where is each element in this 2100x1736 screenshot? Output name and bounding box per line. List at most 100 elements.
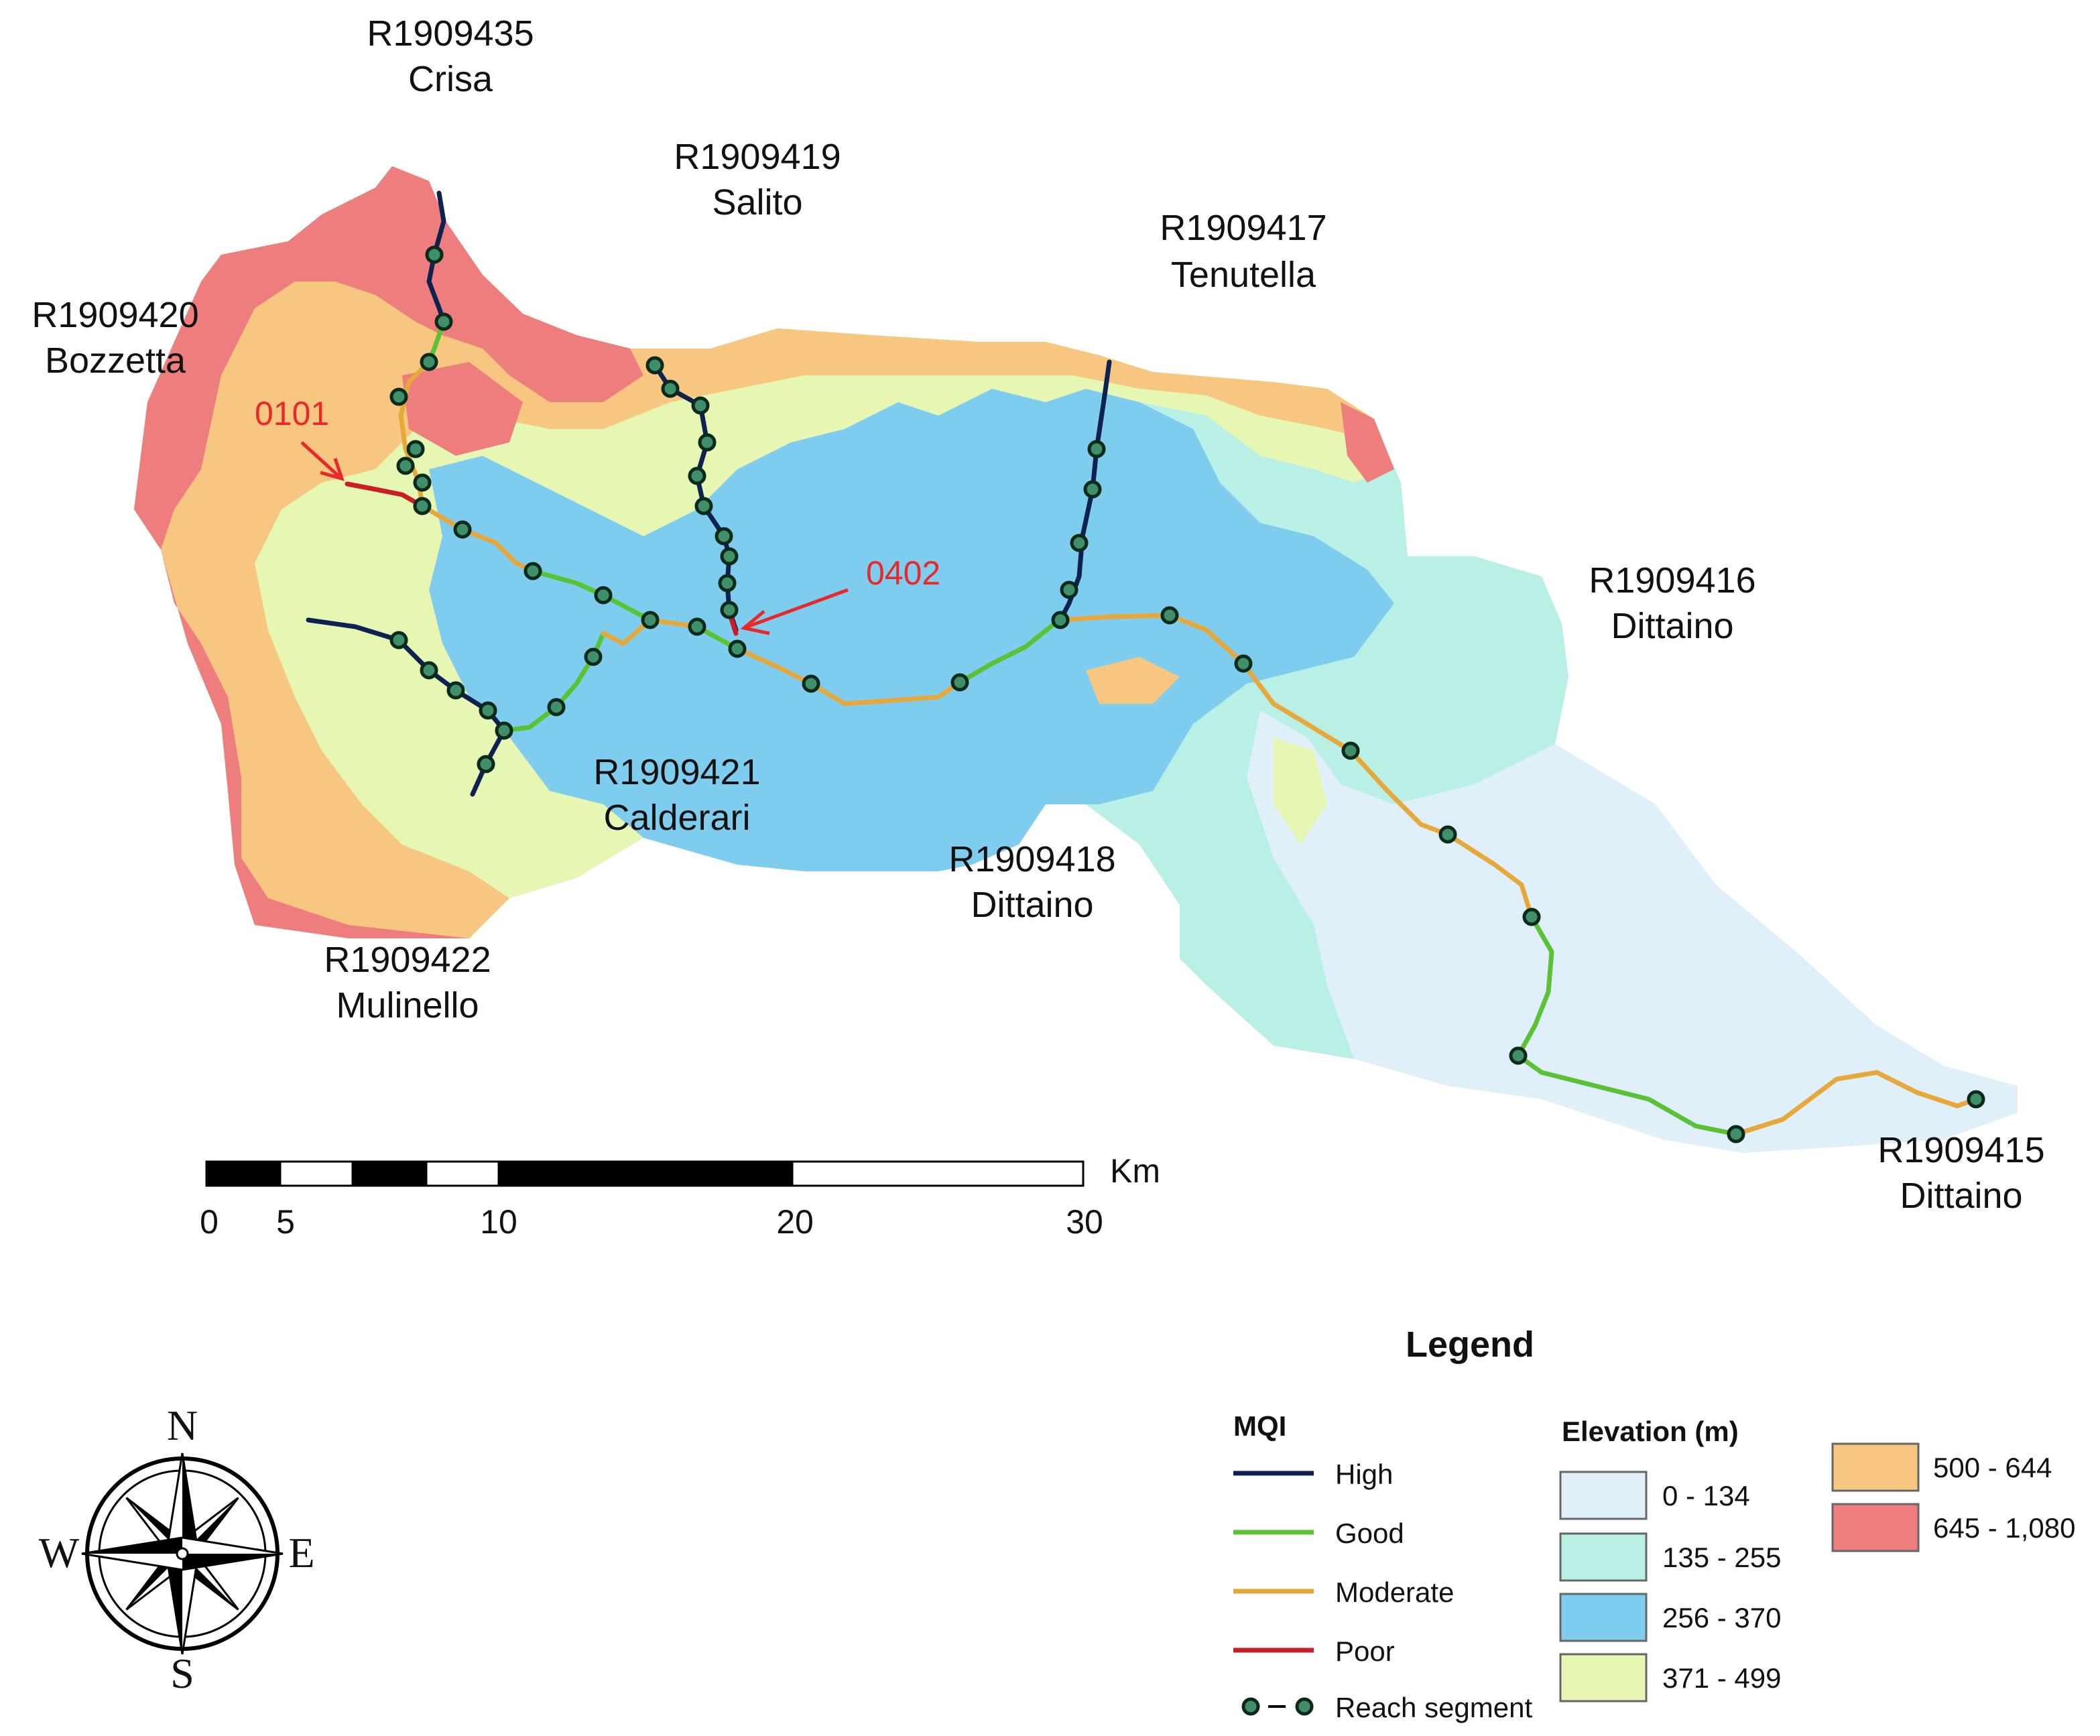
elevation-zone-500-644-patch [1086,657,1180,704]
reach-segment-points [389,245,1985,1143]
reach-segment-point [413,497,432,515]
reach-segment-point [1234,654,1253,673]
reach-segment-point [1160,606,1179,625]
scale-bar-unit: Km [1110,1152,1160,1190]
scale-bar-segment [279,1160,354,1187]
scale-bar-segment [425,1160,500,1187]
scale-tick-label: 5 [276,1203,295,1241]
reach-segment-point [547,698,566,717]
reach-code-tenutella: R1909417 [1160,208,1326,248]
reach-segment-point [691,396,710,415]
scale-bar-segment [791,1160,1085,1187]
reach-segment-point [720,547,739,566]
scale-tick-label: 30 [1066,1203,1103,1241]
reach-segment-point [688,617,706,636]
elevation-zone-645-1080-patch [1341,402,1394,483]
legend-elevation-swatch-2 [1559,1593,1648,1642]
reach-segment-point [396,456,415,475]
compass-east-label: E [288,1529,314,1576]
reach-segment-point [1522,908,1541,926]
reach-code-dittaino-418: R1909418 [948,839,1115,879]
reach-segment-point [584,647,603,666]
scale-tick-label: 10 [480,1203,517,1241]
reach-segment-point [1087,440,1106,458]
reach-name-dittaino-418: Dittaino [971,885,1093,925]
annotation-0101-label: 0101 [255,395,329,432]
reach-segment-point [720,601,739,619]
elevation-zone-256-370 [429,389,1394,871]
compass-rose-icon [81,1452,284,1655]
legend-elevation-swatch-1 [1559,1532,1648,1582]
legend-elevation-label-1: 135 - 255 [1662,1542,1781,1573]
compass-west-label: W [39,1529,80,1576]
scale-bar-segment [205,1160,282,1187]
reach-code-salito: R1909419 [674,137,841,177]
reach-segment-point [698,433,717,452]
elevation-zone-371-499-patch [1274,737,1327,845]
reach-segment-point [1509,1046,1528,1065]
reach-segment-point [477,755,495,773]
legend-mqi-title: MQI [1233,1410,1286,1442]
reach-name-tenutella: Tenutella [1171,255,1316,295]
reach-segment-point [594,586,613,605]
river-calderari-moderate [601,617,653,646]
river-main-good-1 [530,568,653,623]
reach-segment-point [420,661,438,680]
reach-segment-point [1083,480,1102,499]
scale-tick-label: 0 [200,1203,219,1241]
annotation-0402-label: 0402 [866,554,940,592]
arrow-0402-head [740,610,770,635]
river-salito-poor [728,614,739,636]
reach-name-bozzetta: Bozzetta [45,340,186,381]
river-main-moderate-5 [1733,1070,1979,1137]
compass-south-label: S [170,1650,194,1697]
river-crisa-high [426,190,446,324]
scale-bar [205,1160,1085,1187]
reach-segment-point [413,473,432,492]
legend-elevation-swatch-0 [1559,1471,1648,1520]
legend: Legend MQI High Good Moderate Poor Reach… [1233,1324,2076,1723]
reach-segment-point [715,527,733,546]
compass-north-label: N [167,1402,198,1449]
reach-segment-point [950,673,969,692]
reach-segment-point [495,721,513,740]
reach-code-crisa: R1909435 [367,13,534,54]
arrow-0101 [300,441,340,477]
reach-name-crisa: Crisa [408,59,493,99]
reach-segment-point [1060,580,1078,599]
reach-segment-point [523,562,542,580]
legend-mqi-good-label: Good [1335,1517,1404,1549]
reach-code-mulinello: R1909422 [324,940,491,980]
river-main-moderate-1 [420,503,536,574]
reach-segment-point [425,245,444,264]
reach-segment-point [389,631,408,649]
scale-bar-segment [497,1160,794,1187]
river-main-good-4 [1516,914,1554,1058]
reach-segment-point [641,611,660,629]
reach-segment-point [688,467,706,485]
reach-segment-point [1341,741,1360,760]
reach-segment-point [1051,611,1070,629]
legend-mqi-poor-label: Poor [1335,1635,1395,1667]
elevation-zone-645-1080-patch [402,362,523,456]
reach-labels: R1909435 Crisa R1909419 Salito R1909417 … [32,13,2044,1216]
legend-reach-segment-label: Reach segment [1335,1692,1532,1723]
reach-segment-point [389,387,408,406]
reach-name-salito: Salito [712,182,802,223]
reach-segment-point [446,681,465,700]
legend-elevation-label-5: 645 - 1,080 [1933,1512,2076,1544]
reach-segment-point [1070,534,1089,552]
reach-code-calderari: R1909421 [593,752,760,792]
legend-title: Legend [1406,1324,1534,1365]
river-main-good-3 [957,617,1062,685]
reach-segment-point [1967,1090,1985,1109]
reach-segment-point [434,312,453,331]
legend-elevation-swatch-5 [1831,1503,1920,1552]
reach-segment-point [728,639,747,658]
scale-bar-segment [351,1160,428,1187]
reach-segment-point [661,379,680,398]
legend-elevation-label-2: 256 - 370 [1662,1602,1781,1633]
reach-name-dittaino-416: Dittaino [1611,606,1733,646]
reach-code-dittaino-415: R1909415 [1877,1130,2044,1170]
